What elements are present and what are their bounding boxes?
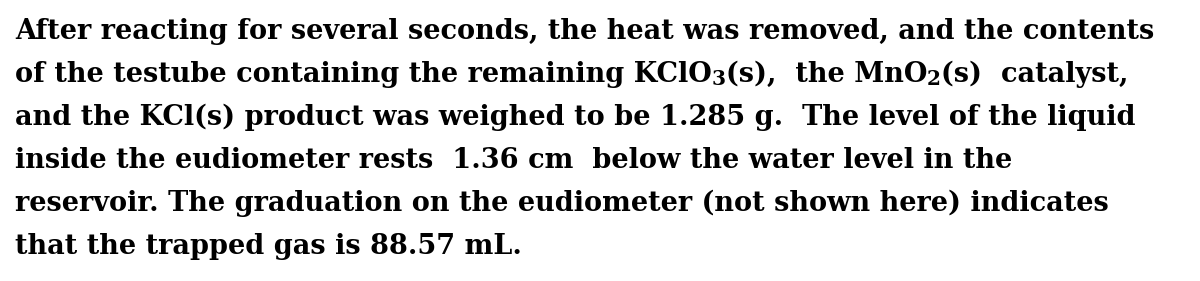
Text: inside the eudiometer rests  1.36 cm  below the water level in the: inside the eudiometer rests 1.36 cm belo… — [14, 147, 1013, 174]
Text: (s)  catalyst,: (s) catalyst, — [941, 61, 1128, 89]
Text: 3: 3 — [712, 69, 726, 89]
Text: (s),  the MnO: (s), the MnO — [726, 61, 928, 88]
Text: 2: 2 — [928, 69, 941, 89]
Text: reservoir. The graduation on the eudiometer (not shown here) indicates: reservoir. The graduation on the eudiome… — [14, 190, 1109, 217]
Text: After reacting for several seconds, the heat was removed, and the contents: After reacting for several seconds, the … — [14, 18, 1154, 45]
Text: of the testube containing the remaining KClO: of the testube containing the remaining … — [14, 61, 712, 88]
Text: and the KCl(s) product was weighed to be 1.285 g.  The level of the liquid: and the KCl(s) product was weighed to be… — [14, 104, 1135, 132]
Text: that the trapped gas is 88.57 mL.: that the trapped gas is 88.57 mL. — [14, 233, 522, 260]
